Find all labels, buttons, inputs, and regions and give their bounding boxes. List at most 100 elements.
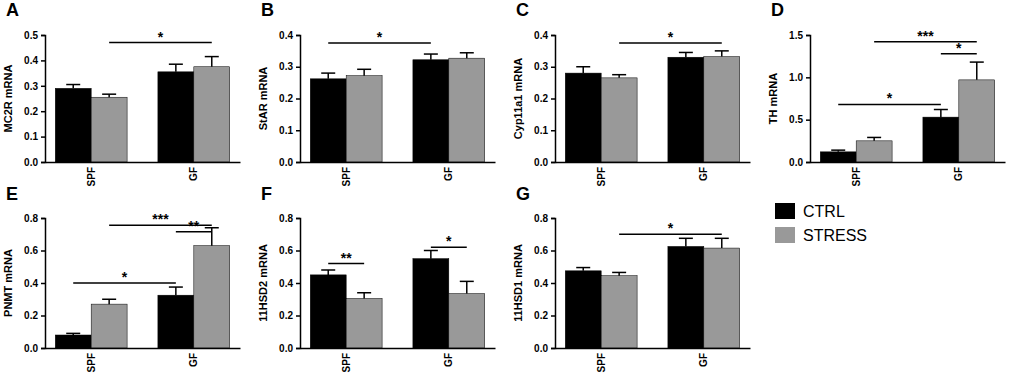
x-tick-label: SPF: [86, 353, 97, 372]
y-tick-mark: [41, 86, 45, 88]
significance-label: ***: [917, 28, 934, 44]
y-tick-mark: [551, 67, 555, 69]
error-bar: [976, 62, 978, 80]
plot-marks: [820, 62, 994, 162]
x-tick-label: GF: [188, 353, 199, 367]
error-cap: [612, 74, 626, 76]
significance-label: *: [668, 220, 674, 236]
plot-marks: [565, 238, 739, 348]
error-bar: [721, 238, 723, 248]
significance-label: *: [158, 29, 164, 45]
y-tick-mark: [551, 98, 555, 100]
y-tick-label: 1.0: [789, 72, 803, 83]
y-tick-label: 0.0: [789, 157, 803, 168]
significance-label: *: [887, 90, 893, 106]
y-tick-label: 1.5: [789, 30, 803, 41]
bar: [856, 141, 892, 162]
significance-label: *: [122, 269, 128, 285]
y-tick-label: 0.5: [24, 30, 38, 41]
y-tick-mark: [41, 315, 45, 317]
x-tick: GF: [188, 348, 199, 367]
bar: [310, 79, 346, 162]
error-bar: [430, 251, 432, 259]
panel-letter: D: [771, 0, 784, 20]
error-cap: [205, 56, 219, 58]
y-tick: 0.5: [24, 30, 45, 41]
y-tick: 0.2: [24, 106, 45, 117]
y-tick: 0.4: [24, 55, 45, 66]
y-tick-label: 0.4: [534, 30, 548, 41]
legend: CTRLSTRESS: [775, 203, 867, 244]
y-axis: 0.00.20.40.60.8: [534, 213, 555, 354]
y-tick-mark: [551, 348, 555, 350]
y-axis: 0.00.20.40.60.8: [24, 213, 45, 354]
y-axis-title: MC2R mRNA: [2, 65, 14, 133]
bar: [565, 73, 601, 162]
x-axis: SPF GF: [46, 348, 241, 372]
error-cap: [424, 250, 438, 252]
y-tick: 0.1: [24, 131, 45, 142]
y-tick-mark: [296, 348, 300, 350]
error-cap: [576, 267, 590, 269]
x-tick: GF: [443, 348, 454, 367]
x-tick: GF: [188, 162, 199, 181]
y-tick-label: 0.1: [279, 125, 293, 136]
x-axis: SPFGF: [46, 162, 241, 186]
bar: [413, 259, 449, 348]
y-tick-label: 0.2: [24, 106, 38, 117]
error-cap: [321, 72, 335, 74]
x-axis-line: [46, 162, 241, 164]
y-tick: 0.0: [789, 157, 810, 168]
y-tick-mark: [296, 67, 300, 69]
error-cap: [66, 333, 80, 335]
error-cap: [357, 69, 371, 71]
y-tick: 0.4: [534, 30, 555, 41]
x-tick-label: SPF: [596, 353, 607, 372]
bar: [668, 57, 704, 162]
y-tick-label: 0.1: [24, 131, 38, 142]
y-tick-label: 0.6: [279, 245, 293, 256]
bar: [346, 76, 382, 162]
x-tick: GF: [698, 162, 709, 181]
x-tick-label: GF: [698, 167, 709, 181]
y-tick-mark: [41, 111, 45, 113]
y-tick: 0.8: [24, 213, 45, 224]
y-tick: 0.0: [279, 343, 300, 354]
y-tick-mark: [296, 315, 300, 317]
error-bar: [685, 238, 687, 246]
x-axis-line: [301, 162, 496, 164]
panel: E0.00.20.40.60.8SPFGFPNMT mRNA******: [2, 184, 241, 372]
y-tick: 0.6: [534, 245, 555, 256]
panel: C0.00.10.20.30.4SPFGFCyp11a1 mRNA*: [512, 0, 751, 186]
y-tick-mark: [296, 218, 300, 220]
error-cap: [102, 93, 116, 95]
bar: [923, 117, 959, 162]
error-bar: [940, 110, 942, 118]
panel-letter: B: [261, 0, 274, 20]
error-cap: [612, 272, 626, 274]
legend-swatch: [775, 203, 795, 219]
y-tick-label: 0.3: [24, 81, 38, 92]
y-axis-line: [296, 36, 301, 163]
plot-marks: [310, 53, 484, 162]
panel: D0.00.51.01.5SPFGFTH mRNA*****: [767, 0, 1006, 186]
error-cap: [169, 63, 183, 65]
x-tick: SPF: [596, 348, 607, 372]
legend-swatch: [775, 227, 795, 243]
error-bar: [211, 57, 213, 67]
bar: [310, 275, 346, 348]
x-tick: GF: [953, 162, 964, 181]
bar: [91, 304, 127, 348]
y-tick: 0.2: [24, 310, 45, 321]
y-axis: 0.00.10.20.30.4: [534, 30, 555, 168]
y-tick-label: 0.2: [24, 310, 38, 321]
error-cap: [831, 149, 845, 151]
x-tick: SPF: [86, 348, 97, 372]
y-tick-mark: [551, 283, 555, 285]
significance-label: *: [446, 233, 452, 249]
y-tick-label: 0.2: [534, 93, 548, 104]
x-axis: SPFGF: [301, 162, 496, 186]
panel: F0.00.20.40.60.8SPFGF11HSD2 mRNA***: [257, 184, 496, 372]
significance-label: **: [341, 250, 352, 266]
error-bar: [363, 69, 365, 75]
